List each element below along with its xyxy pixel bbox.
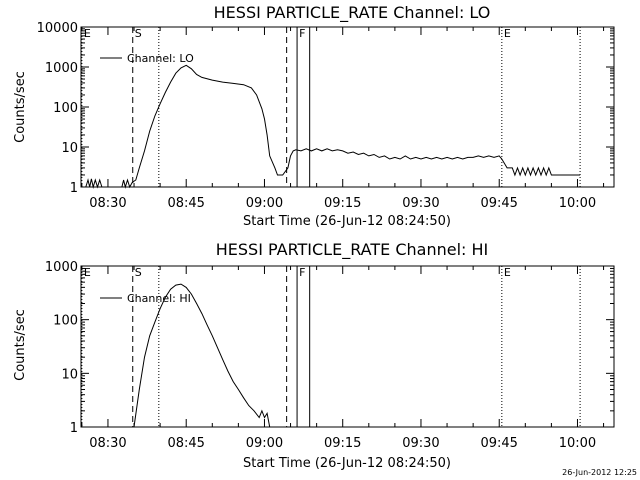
event-marker-label: E [504, 266, 511, 279]
x-tick-label: 09:00 [246, 436, 283, 451]
y-axis-label: Counts/sec [13, 309, 28, 381]
event-marker-label: F [299, 266, 305, 279]
x-axis-label: Start Time (26-Jun-12 08:24:50) [243, 214, 451, 229]
event-marker-label: S [135, 27, 142, 40]
series-line [85, 64, 581, 189]
y-tick-label: 100 [53, 314, 78, 329]
plot-frame [80, 26, 615, 188]
x-tick-label: 09:45 [480, 436, 517, 451]
event-marker-label: F [299, 27, 305, 40]
data-marks [133, 283, 271, 428]
x-tick-label: 09:15 [324, 436, 361, 451]
event-marker-label: E [504, 27, 511, 40]
x-tick-label: 09:30 [402, 436, 439, 451]
x-tick-label: 08:30 [89, 436, 126, 451]
y-tick-label: 10 [61, 141, 78, 156]
footer-timestamp: 26-Jun-2012 12:25 [562, 468, 637, 477]
x-axis-label: Start Time (26-Jun-12 08:24:50) [243, 456, 451, 471]
y-tick-label: 10 [61, 367, 78, 382]
x-tick-label: 08:45 [167, 196, 204, 211]
x-tick-label: 09:00 [246, 196, 283, 211]
x-tick-label: 08:45 [167, 436, 204, 451]
event-marker-label: E [84, 266, 91, 279]
event-marker-label: S [135, 266, 142, 279]
legend: Channel: LO [100, 52, 194, 65]
legend: Channel: HI [100, 292, 191, 305]
legend-label: Channel: LO [127, 52, 194, 65]
y-tick-label: 1 [70, 421, 78, 436]
x-tick-label: 10:00 [559, 436, 596, 451]
y-tick-label: 10000 [37, 21, 78, 36]
legend-label: Channel: HI [127, 292, 191, 305]
axes: 1 10 100 1000 08:30 08:45 09:00 09:15 09:30 09:45… [45, 260, 615, 451]
plot-frame [80, 265, 615, 428]
data-marks [85, 64, 581, 189]
x-tick-label: 09:45 [480, 196, 517, 211]
chart-title: HESSI PARTICLE_RATE Channel: LO [214, 3, 491, 23]
chart-title: HESSI PARTICLE_RATE Channel: HI [216, 240, 489, 260]
chart-panel-hi: HESSI PARTICLE_RATE Channel: HI Counts/s… [13, 240, 615, 471]
chart-panel-lo: HESSI PARTICLE_RATE Channel: LO Counts/s… [13, 3, 615, 229]
x-tick-label: 08:30 [89, 196, 126, 211]
y-tick-label: 1 [70, 181, 78, 196]
x-tick-label: 09:30 [402, 196, 439, 211]
y-tick-label: 1000 [45, 260, 78, 275]
x-tick-label: 10:00 [559, 196, 596, 211]
y-axis-label: Counts/sec [13, 71, 28, 143]
event-marker-label: E [84, 27, 91, 40]
y-tick-label: 100 [53, 101, 78, 116]
axes: 1 10 100 1000 10000 08:30 08:45 09:00 09:15 09:30… [37, 21, 615, 211]
series-line [133, 283, 271, 428]
y-tick-label: 1000 [45, 61, 78, 76]
x-tick-label: 09:15 [324, 196, 361, 211]
